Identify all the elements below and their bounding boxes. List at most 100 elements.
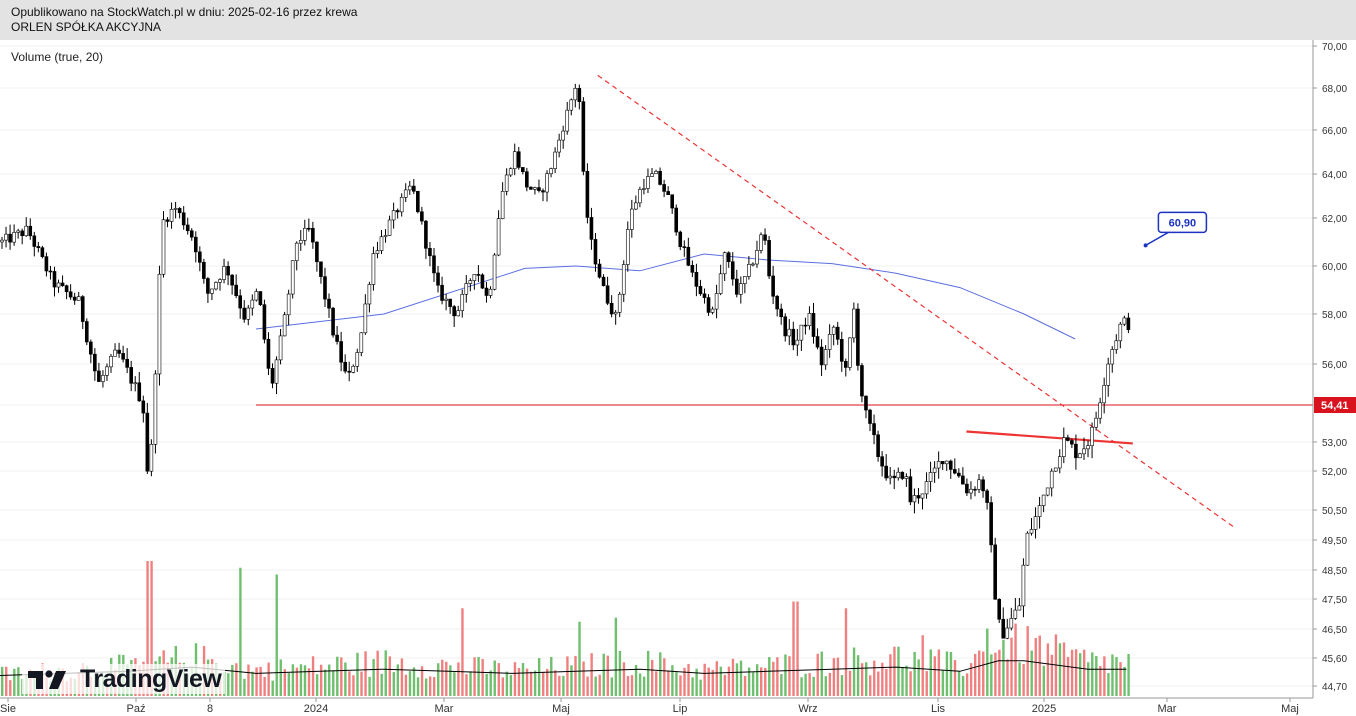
candle-body — [876, 434, 880, 457]
candle-body — [109, 356, 113, 368]
volume-bar — [420, 666, 424, 696]
volume-bar — [5, 666, 8, 696]
candle-body — [525, 171, 529, 188]
volume-bar — [497, 663, 500, 696]
candle-body — [985, 490, 989, 503]
volume-bar — [247, 664, 250, 696]
volume-bar — [594, 676, 597, 696]
volume-bar — [1014, 623, 1017, 696]
candle-body — [508, 168, 513, 176]
volume-bar — [1119, 662, 1122, 696]
price-axis[interactable]: 70,00 68,00 66,00 64,00 62,00 60,00 58,00 56,00… — [1313, 42, 1356, 693]
price-tick-label: 49,50 — [1322, 536, 1347, 547]
volume-bar — [646, 650, 650, 696]
neckline-trendline[interactable] — [966, 430, 1133, 445]
candle-body — [678, 231, 683, 247]
volume-bar — [283, 669, 287, 696]
volume-bar — [231, 664, 234, 696]
candle-body — [452, 306, 456, 317]
candle-body — [718, 273, 723, 294]
candle-body — [747, 264, 751, 277]
volume-bar — [235, 663, 238, 696]
volume-bar — [1111, 654, 1114, 696]
volume-bar — [469, 671, 472, 696]
candle-body — [165, 219, 170, 222]
volume-bar — [630, 675, 634, 696]
candle-body — [803, 324, 808, 327]
time-axis[interactable]: Sie Paź 8 2024 Mar Maj Lip Wrz Lis 2025 Mar Maj — [0, 698, 1299, 715]
candle-body — [928, 472, 933, 482]
volume-bar — [719, 666, 723, 696]
volume-bar — [558, 675, 561, 696]
volume-bar — [610, 677, 614, 696]
volume-bar — [562, 675, 565, 696]
volume-bar — [901, 666, 904, 696]
volume-bar — [626, 675, 630, 696]
volume-bar — [239, 567, 242, 696]
volume-bar — [764, 667, 767, 696]
volume-bar — [1018, 662, 1021, 696]
volume-bar — [392, 672, 396, 696]
candle-body — [222, 266, 226, 280]
callout-box — [1157, 211, 1208, 234]
volume-bar — [1082, 649, 1086, 696]
dashed-trendline[interactable] — [597, 74, 1236, 529]
candle-body — [169, 208, 174, 222]
candle-body — [181, 212, 186, 226]
candle-body — [1106, 363, 1111, 386]
volume-bar — [251, 671, 254, 696]
candle-body — [173, 208, 178, 210]
volume-bar — [897, 646, 900, 696]
candle-body — [395, 210, 400, 213]
volume-indicator-label[interactable]: Volume (true, 20) — [11, 50, 104, 64]
volume-bar — [384, 650, 387, 696]
candle-body — [24, 225, 29, 237]
volume-bar — [715, 661, 718, 696]
candle-body — [795, 339, 800, 346]
volume-bar — [642, 676, 646, 696]
volume-bar — [856, 655, 860, 696]
volume-bar — [537, 658, 541, 696]
candle-body — [835, 326, 840, 340]
volume-bar — [566, 656, 569, 696]
price-tick-label: 44,70 — [1322, 682, 1347, 693]
candle-body — [206, 278, 210, 294]
candle-body — [234, 284, 238, 296]
volume-bar — [1095, 655, 1098, 696]
price-tick-label: 60,00 — [1322, 262, 1347, 273]
candle-body — [569, 99, 574, 111]
candle-body — [68, 291, 73, 298]
candle-body — [827, 334, 832, 350]
candle-body — [274, 359, 279, 384]
time-tick-label: 2024 — [304, 703, 328, 715]
candle-body — [864, 395, 868, 411]
tradingview-logo[interactable]: TradingView — [22, 664, 226, 694]
candle-body — [1110, 349, 1115, 365]
volume-bar — [376, 650, 379, 696]
volume-bar — [1091, 652, 1094, 696]
price-callout[interactable]: 60,90 — [1143, 211, 1208, 248]
volume-bar — [1002, 639, 1005, 696]
candle-body — [214, 282, 218, 290]
candle-body — [621, 264, 626, 295]
volume-bar — [622, 662, 626, 696]
volume-bar — [1078, 653, 1082, 696]
volume-bar — [303, 665, 307, 696]
candle-body — [16, 230, 20, 233]
volume-bar — [340, 657, 343, 696]
candle-body — [359, 332, 364, 353]
candle-body — [113, 349, 117, 357]
volume-bar — [501, 677, 505, 696]
candle-body — [868, 409, 872, 424]
volume-bar — [259, 666, 262, 696]
volume-bar — [307, 668, 311, 696]
candle-body — [1078, 453, 1082, 459]
candle-body — [969, 488, 973, 494]
candle-body — [1070, 440, 1074, 445]
candle-body — [311, 228, 315, 243]
volume-bar — [146, 561, 149, 696]
time-tick-label: Maj — [1281, 703, 1299, 715]
volume-bar — [961, 676, 965, 696]
price-tick-label: 58,00 — [1322, 310, 1347, 321]
